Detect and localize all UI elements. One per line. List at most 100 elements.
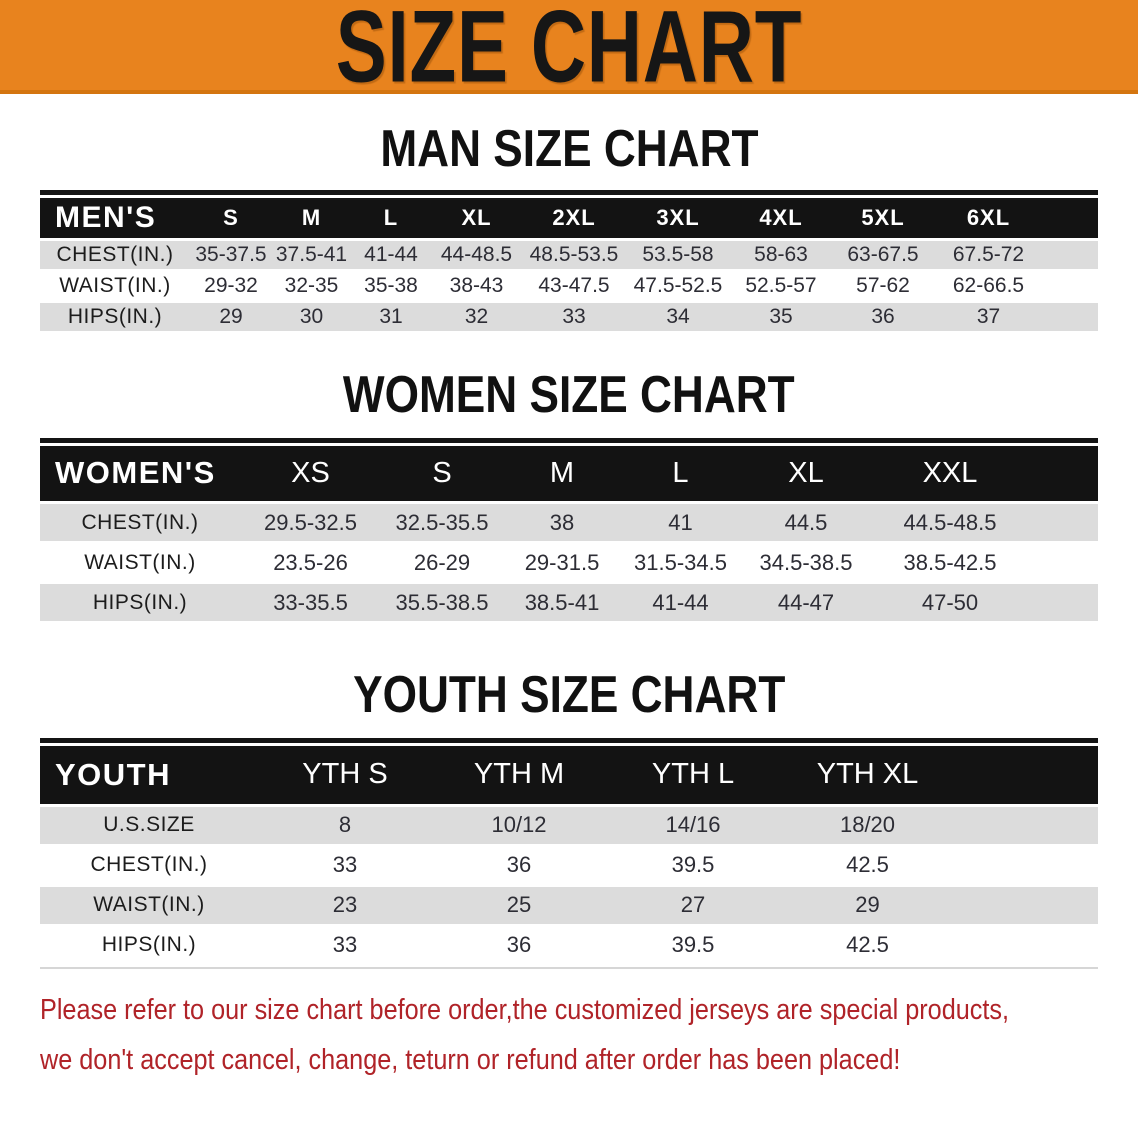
disclaimer-line-2: we don't accept cancel, change, teturn o… bbox=[40, 1043, 901, 1076]
size-value-cell: 35-37.5 bbox=[190, 239, 272, 272]
size-value-cell: 34 bbox=[626, 301, 730, 334]
table-row: HIPS(IN.) 33 36 39.5 42.5 bbox=[40, 925, 1098, 967]
size-value-cell: 53.5-58 bbox=[626, 239, 730, 272]
size-value-cell: 67.5-72 bbox=[934, 239, 1098, 272]
row-label-cell: HIPS(IN.) bbox=[40, 582, 240, 624]
size-value-cell: 8 bbox=[258, 805, 432, 847]
youth-size-table-wrap: YOUTH YTH S YTH M YTH L YTH XL U.S.SIZE 8 10/12… bbox=[40, 738, 1098, 969]
size-value-cell: 58-63 bbox=[730, 239, 832, 272]
disclaimer: Please refer to our size chart before or… bbox=[40, 993, 1138, 1077]
size-value-cell: 29-31.5 bbox=[503, 542, 621, 584]
size-value-cell: 44-48.5 bbox=[431, 239, 522, 272]
table-row: WAIST(IN.) 29-32 32-35 35-38 38-43 43-47.5 47.… bbox=[40, 270, 1098, 303]
size-value-cell: 52.5-57 bbox=[730, 270, 832, 303]
table-header-row: WOMEN'S XS S M L XL XXL bbox=[40, 445, 1098, 504]
size-value-cell: 36 bbox=[832, 301, 934, 334]
table-row: U.S.SIZE 8 10/12 14/16 18/20 bbox=[40, 805, 1098, 847]
size-value-cell: 29-32 bbox=[190, 270, 272, 303]
size-chart-banner: SIZE CHART bbox=[0, 0, 1138, 104]
size-value-cell: 44.5-48.5 bbox=[872, 502, 1098, 544]
table-row: WAIST(IN.) 23 25 27 29 bbox=[40, 885, 1098, 927]
size-value-cell: 34.5-38.5 bbox=[740, 542, 872, 584]
size-value-cell: 23 bbox=[258, 885, 432, 927]
size-column-header: 6XL bbox=[934, 198, 1098, 241]
size-value-cell: 31 bbox=[351, 301, 431, 334]
size-value-cell: 32-35 bbox=[272, 270, 351, 303]
size-value-cell: 39.5 bbox=[606, 925, 780, 967]
size-value-cell: 30 bbox=[272, 301, 351, 334]
youth-size-table: YOUTH YTH S YTH M YTH L YTH XL U.S.SIZE 8 10/12… bbox=[40, 746, 1098, 967]
size-value-cell: 48.5-53.5 bbox=[522, 239, 626, 272]
size-value-cell: 31.5-34.5 bbox=[621, 542, 740, 584]
size-column-header: 5XL bbox=[832, 198, 934, 241]
size-column-header: L bbox=[621, 445, 740, 504]
table-row: WAIST(IN.) 23.5-26 26-29 29-31.5 31.5-34.5 34… bbox=[40, 542, 1098, 584]
table-header-row: YOUTH YTH S YTH M YTH L YTH XL bbox=[40, 746, 1098, 807]
size-column-header: YTH L bbox=[606, 746, 780, 807]
size-value-cell: 44.5 bbox=[740, 502, 872, 544]
size-value-cell: 35.5-38.5 bbox=[381, 582, 503, 624]
table-row: CHEST(IN.) 33 36 39.5 42.5 bbox=[40, 845, 1098, 887]
size-value-cell: 62-66.5 bbox=[934, 270, 1098, 303]
size-value-cell: 57-62 bbox=[832, 270, 934, 303]
size-value-cell: 44-47 bbox=[740, 582, 872, 624]
row-label-cell: CHEST(IN.) bbox=[40, 845, 258, 887]
size-value-cell: 38.5-42.5 bbox=[872, 542, 1098, 584]
size-column-header: XXL bbox=[872, 445, 1098, 504]
men-size-table-wrap: MEN'S S M L XL 2XL 3XL 4XL 5XL 6XL CHEST(IN.) 35-37… bbox=[40, 190, 1098, 334]
youth-section-heading-text: YOUTH SIZE CHART bbox=[352, 666, 786, 724]
size-value-cell: 35 bbox=[730, 301, 832, 334]
women-section-heading: WOMEN SIZE CHART bbox=[0, 366, 1138, 424]
table-corner-label: WOMEN'S bbox=[40, 445, 240, 504]
youth-section-heading: YOUTH SIZE CHART bbox=[0, 666, 1138, 724]
size-value-cell: 63-67.5 bbox=[832, 239, 934, 272]
size-value-cell: 32.5-35.5 bbox=[381, 502, 503, 544]
size-column-header: XL bbox=[431, 198, 522, 241]
size-value-cell: 33 bbox=[522, 301, 626, 334]
size-value-cell: 37.5-41 bbox=[272, 239, 351, 272]
size-value-cell: 33 bbox=[258, 925, 432, 967]
row-label-cell: WAIST(IN.) bbox=[40, 542, 240, 584]
size-value-cell: 27 bbox=[606, 885, 780, 927]
size-column-header: M bbox=[272, 198, 351, 241]
size-value-cell: 14/16 bbox=[606, 805, 780, 847]
size-value-cell: 47.5-52.5 bbox=[626, 270, 730, 303]
row-label-cell: WAIST(IN.) bbox=[40, 885, 258, 927]
row-label-cell: CHEST(IN.) bbox=[40, 239, 190, 272]
row-label-cell: CHEST(IN.) bbox=[40, 502, 240, 544]
size-column-header: 4XL bbox=[730, 198, 832, 241]
women-size-table: WOMEN'S XS S M L XL XXL CHEST(IN.) 29.5-32.5 32.5… bbox=[40, 445, 1098, 624]
table-header-row: MEN'S S M L XL 2XL 3XL 4XL 5XL 6XL bbox=[40, 198, 1098, 241]
size-value-cell: 36 bbox=[432, 925, 606, 967]
disclaimer-line-1: Please refer to our size chart before or… bbox=[40, 993, 1010, 1026]
size-value-cell: 33-35.5 bbox=[240, 582, 381, 624]
men-section-heading-text: MAN SIZE CHART bbox=[379, 120, 759, 178]
size-value-cell: 39.5 bbox=[606, 845, 780, 887]
men-section-heading: MAN SIZE CHART bbox=[0, 120, 1138, 178]
size-column-header: 3XL bbox=[626, 198, 730, 241]
youth-table-bottom-rule bbox=[40, 966, 1098, 969]
size-value-cell: 29 bbox=[190, 301, 272, 334]
men-size-table: MEN'S S M L XL 2XL 3XL 4XL 5XL 6XL CHEST(IN.) 35-37… bbox=[40, 198, 1098, 334]
youth-table-top-rule bbox=[40, 738, 1098, 743]
table-row: HIPS(IN.) 29 30 31 32 33 34 35 36 37 bbox=[40, 301, 1098, 334]
row-label-cell: HIPS(IN.) bbox=[40, 301, 190, 334]
row-label-cell: WAIST(IN.) bbox=[40, 270, 190, 303]
size-value-cell: 36 bbox=[432, 845, 606, 887]
size-value-cell: 42.5 bbox=[780, 925, 1098, 967]
size-value-cell: 32 bbox=[431, 301, 522, 334]
table-corner-label: YOUTH bbox=[40, 746, 258, 807]
size-value-cell: 47-50 bbox=[872, 582, 1098, 624]
size-value-cell: 41-44 bbox=[621, 582, 740, 624]
banner-title: SIZE CHART bbox=[335, 0, 803, 104]
size-value-cell: 35-38 bbox=[351, 270, 431, 303]
table-row: CHEST(IN.) 29.5-32.5 32.5-35.5 38 41 44.5 44.5… bbox=[40, 502, 1098, 544]
size-column-header: M bbox=[503, 445, 621, 504]
size-value-cell: 41-44 bbox=[351, 239, 431, 272]
size-value-cell: 38-43 bbox=[431, 270, 522, 303]
size-column-header: YTH S bbox=[258, 746, 432, 807]
size-value-cell: 38 bbox=[503, 502, 621, 544]
row-label-cell: HIPS(IN.) bbox=[40, 925, 258, 967]
size-column-header: XS bbox=[240, 445, 381, 504]
size-column-header: S bbox=[190, 198, 272, 241]
